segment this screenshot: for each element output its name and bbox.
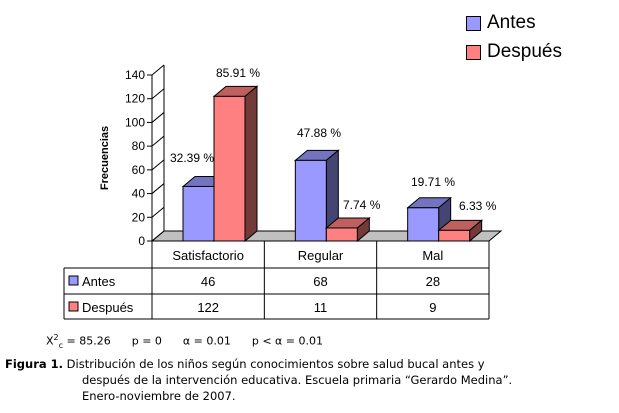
y-tick-depth [151,230,165,242]
bar-side-después-satisfactorio [244,85,258,243]
table-cell-antes-mal: 28 [426,274,440,289]
data-label-después-mal: 6.33 % [459,199,497,213]
y-tick-depth [151,159,165,171]
y-axis-label: Frecuencias [99,126,111,190]
y-tick-label: 0 [138,234,145,248]
y-tick-label: 120 [125,92,145,106]
category-label-mal: Mal [422,248,443,263]
table-cell-después-regular: 11 [314,300,328,315]
y-tick-depth [151,88,165,100]
legend-item-antes: Antes [466,12,536,34]
bar-después-satisfactorio [213,95,246,242]
legend-swatch-despues [466,44,481,60]
category-label-regular: Regular [298,248,344,263]
caption-line-1: Figura 1. Distribución de los niños segú… [5,356,611,372]
y-tick-label: 40 [132,187,146,201]
table-key-después [68,301,79,312]
table-cell-antes-regular: 68 [313,274,327,289]
chi-value: = 85.26 [63,334,111,348]
y-tick-depth [151,112,165,123]
legend-swatch-antes [466,15,481,31]
bar-chart: 0 20 40 60 80 100 120 140 Frecuencias 32.39 % 85.9… [63,64,503,320]
caption-label: Figura 1. [5,357,64,371]
y-tick-depth [151,183,165,194]
statistics-line: X2c = 85.26 p = 0 α = 0.01 p < α = 0.01 [46,333,323,350]
legend-item-despues: Después [466,41,562,63]
legend-label-despues: Después [487,41,562,62]
bar-después-regular [325,227,358,242]
data-label-antes-mal: 19.71 % [411,175,455,189]
data-label-antes-regular: 47.88 % [297,126,341,140]
caption-text-1: Distribución de los niños según conocimi… [63,357,485,371]
table-series-después: Después [82,300,134,315]
y-tick-label: 20 [132,210,146,224]
bar-después-mal [438,229,471,242]
data-label-después-regular: 7.74 % [343,198,381,212]
p-value: p = 0 [131,334,162,348]
bar-antes-satisfactorio [182,185,215,242]
table-cell-después-satisfactorio: 122 [197,300,219,315]
caption-line-3: Enero-noviembre de 2007. [82,389,236,403]
y-tick-depth [151,206,165,218]
bar-antes-mal [407,207,440,242]
y-tick-label: 60 [132,163,146,177]
legend-label-antes: Antes [487,12,536,33]
data-label-después-satisfactorio: 85.91 % [216,66,260,80]
y-tick-label: 100 [125,115,145,129]
bar-antes-regular [294,159,327,242]
y-tick-depth [151,135,165,147]
caption-line-2: después de la intervención educativa. Es… [82,373,513,387]
y-tick-label: 80 [132,139,146,153]
chi-subscript: c [58,340,64,350]
category-label-satisfactorio: Satisfactorio [172,248,244,263]
table-cell-después-mal: 9 [429,300,436,315]
table-cell-antes-satisfactorio: 46 [201,274,215,289]
y-tick-label: 140 [125,68,145,82]
alpha-value: α = 0.01 [182,334,231,348]
y-tick-depth [151,64,165,76]
chi-symbol: X [46,334,54,348]
figure-caption: Figura 1. Distribución de los niños segú… [5,356,611,404]
p-alpha-comparison: p < α = 0.01 [251,334,324,348]
data-label-antes-satisfactorio: 32.39 % [170,151,214,165]
table-series-antes: Antes [82,274,116,289]
table-key-antes [68,275,79,286]
chi-superscript: 2 [53,333,59,342]
